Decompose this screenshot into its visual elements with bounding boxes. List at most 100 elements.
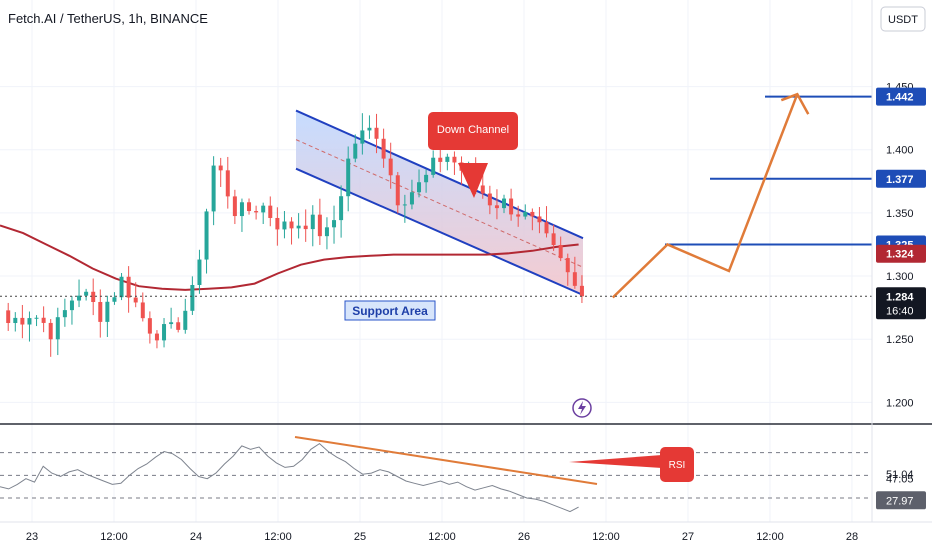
support-area-box: Support Area: [344, 300, 436, 321]
candle-body: [572, 272, 577, 286]
flash-icon[interactable]: [572, 398, 592, 418]
candle-body: [402, 204, 407, 206]
candle-body: [360, 130, 365, 144]
candle-body: [480, 185, 485, 194]
rsi-line: [0, 442, 579, 513]
chart-title: Fetch.AI / TetherUS, 1h, BINANCE: [8, 11, 208, 26]
projection-path: [611, 92, 810, 299]
candle-body: [41, 317, 46, 323]
candle-body: [211, 165, 216, 212]
candle-body: [339, 196, 344, 221]
rsi-tag: 51.04: [886, 469, 914, 481]
candle-body: [232, 196, 237, 217]
candle-body: [254, 211, 259, 213]
candle-body: [147, 318, 152, 334]
moving-average-line: [0, 224, 579, 291]
channel-mid-line: [295, 139, 584, 268]
candle-body: [282, 221, 287, 230]
currency-button-label: USDT: [888, 14, 918, 26]
candle-body: [409, 192, 414, 205]
candle-body: [91, 291, 96, 302]
candle-body: [13, 317, 18, 324]
candle-body: [296, 225, 301, 229]
candle-body: [176, 322, 181, 330]
projection-arrowhead: [780, 92, 810, 115]
rsi-grid: [0, 452, 872, 499]
candle-body: [579, 285, 584, 297]
rsi-tag-bg: [876, 491, 926, 510]
candle-body: [275, 217, 280, 230]
candle-body: [303, 225, 308, 230]
price-levels: [665, 95, 872, 246]
price-tick-label: 1.200: [886, 397, 914, 409]
candle-body: [523, 211, 528, 217]
projection-line: [611, 93, 799, 299]
candle-body: [268, 205, 273, 218]
candle-body: [190, 284, 195, 311]
support-area-label: Support Area: [352, 304, 428, 318]
candle-body: [169, 322, 174, 325]
candle-body: [558, 244, 563, 259]
candle-body: [239, 202, 244, 217]
candle-body: [565, 258, 570, 273]
candle-body: [417, 182, 422, 193]
candle-body: [431, 157, 436, 175]
candle-body: [48, 322, 53, 340]
level-tag-bg: [876, 87, 926, 106]
candle-body: [105, 301, 110, 322]
candle-body: [424, 174, 429, 183]
candle-body: [487, 193, 492, 206]
channel-lower-line: [295, 167, 584, 296]
time-tick-label: 25: [354, 531, 366, 543]
candle-body: [20, 317, 25, 325]
time-axis: 23 12:00 24 12:00 25 12:00 26 12:00 27 12:00 28: [26, 531, 858, 543]
candle-body: [509, 198, 514, 215]
countdown-tag: 16:40: [886, 305, 914, 317]
candle-body: [388, 158, 393, 176]
candle-body: [140, 302, 145, 319]
time-tick-label: 12:00: [264, 531, 292, 543]
candle-body: [317, 214, 322, 237]
rsi-tag: 27.97: [886, 495, 914, 507]
candle-body: [154, 333, 159, 341]
time-tick-label: 12:00: [100, 531, 128, 543]
candle-body: [374, 127, 379, 139]
rsi-trendline: [294, 436, 598, 485]
time-tick-label: 12:00: [428, 531, 456, 543]
channel-upper-line: [295, 109, 584, 240]
time-tick-label: 24: [190, 531, 202, 543]
candle-body: [247, 202, 252, 212]
price-tick-label: 1.400: [886, 145, 914, 157]
candle-body: [225, 170, 230, 197]
current-price-tag: 1.284: [886, 291, 914, 303]
candle-body: [183, 310, 188, 330]
candle-body: [77, 295, 82, 301]
price-tick-label: 1.350: [886, 208, 914, 220]
candle-body: [502, 198, 507, 209]
candle-body: [537, 216, 542, 223]
candle-body: [516, 214, 521, 217]
candle-body: [112, 297, 117, 302]
candles: [6, 113, 584, 357]
candle-body: [551, 233, 556, 245]
level-tag-bg: [876, 169, 926, 188]
level-tag: 1.442: [886, 92, 914, 104]
candle-body: [367, 127, 372, 131]
candle-body: [530, 211, 535, 217]
currency-button[interactable]: USDT: [880, 6, 926, 32]
ma-tag: 1.324: [886, 249, 914, 261]
channel-fill: [296, 110, 583, 295]
candle-body: [119, 276, 124, 298]
candle-body: [261, 205, 266, 213]
candle-body: [353, 143, 358, 159]
candle-body: [204, 211, 209, 260]
price-tick-label: 1.300: [886, 271, 914, 283]
down-channel: [295, 109, 584, 296]
candle-body: [218, 165, 223, 171]
time-tick-label: 26: [518, 531, 530, 543]
candle-body: [445, 156, 450, 162]
candle-body: [324, 227, 329, 237]
